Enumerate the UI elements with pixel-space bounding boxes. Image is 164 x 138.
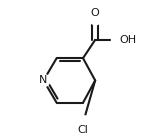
Text: Cl: Cl (78, 125, 88, 135)
Text: O: O (91, 8, 100, 18)
Text: OH: OH (120, 35, 137, 45)
Text: N: N (39, 75, 48, 85)
